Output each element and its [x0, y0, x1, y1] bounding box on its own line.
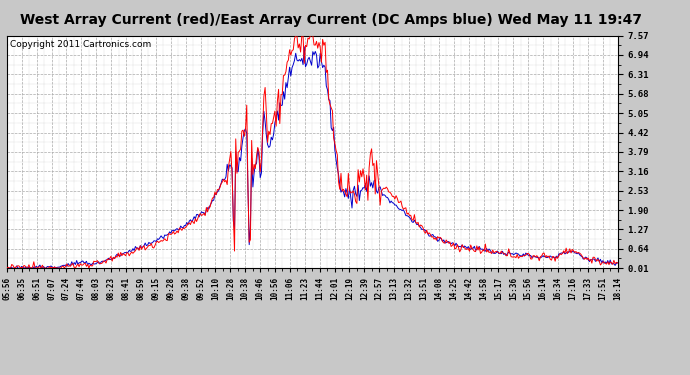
Text: West Array Current (red)/East Array Current (DC Amps blue) Wed May 11 19:47: West Array Current (red)/East Array Curr… [20, 13, 642, 27]
Text: Copyright 2011 Cartronics.com: Copyright 2011 Cartronics.com [10, 40, 151, 49]
